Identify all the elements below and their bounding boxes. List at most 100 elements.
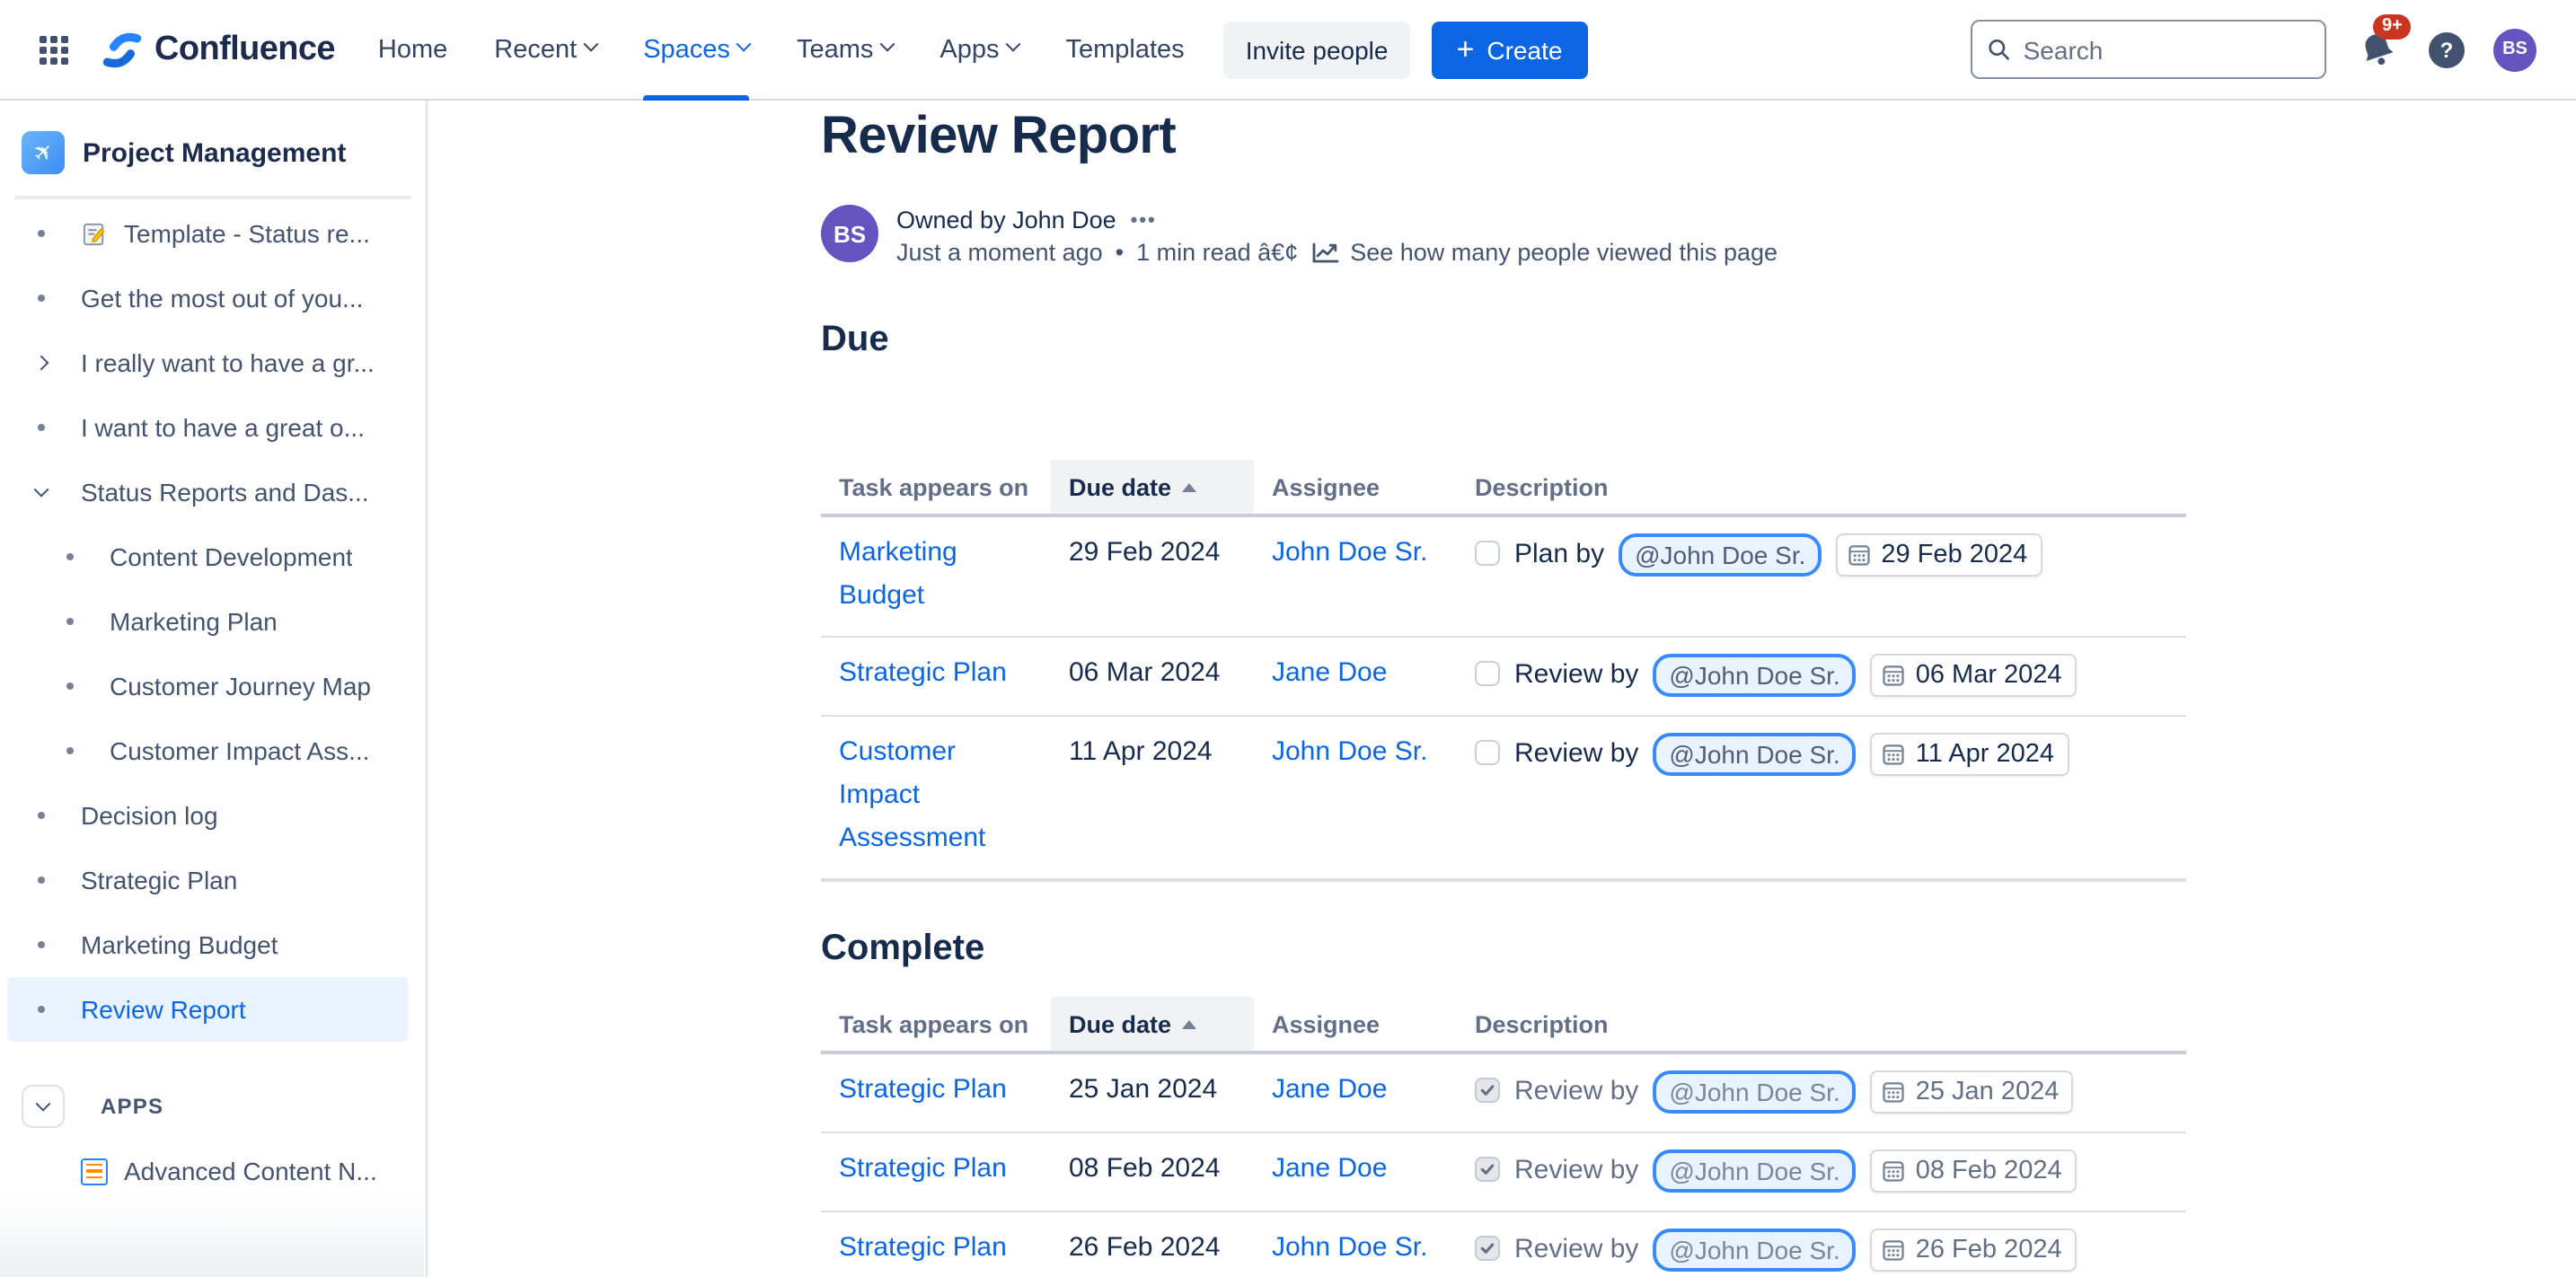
app-switcher-icon[interactable] [40,35,68,64]
table-header-row: Task appears on Due date Assignee Descri… [821,460,2186,517]
invite-people-button[interactable]: Invite people [1223,21,1410,78]
column-header-task[interactable]: Task appears on [839,1011,1029,1038]
help-button[interactable]: ? [2429,31,2465,67]
space-header[interactable]: ✈ Project Management [0,131,426,174]
mention-pill[interactable]: @John Doe Sr. [1653,1070,1857,1114]
date-lozenge[interactable]: 08 Feb 2024 [1870,1149,2077,1193]
mention-pill[interactable]: @John Doe Sr. [1653,654,1857,697]
sidebar-item-marketing-budget[interactable]: Marketing Budget [0,912,426,977]
description-cell: Review by @John Doe Sr. 25 Jan 2024 [1457,1054,2186,1132]
sidebar-item-decision-log[interactable]: Decision log [0,783,426,848]
mention-pill[interactable]: @John Doe Sr. [1653,1149,1857,1193]
column-header-description[interactable]: Description [1475,474,1609,501]
task-description-text: Review by [1514,1155,1639,1185]
sidebar-item-template-status-report[interactable]: Template - Status re... [0,201,426,266]
task-page-link[interactable]: Strategic Plan [839,657,1007,688]
sidebar-item-review-report[interactable]: Review Report [7,977,408,1042]
last-updated-text: Just a moment ago [896,239,1103,266]
bullet-marker [29,295,54,302]
nav-home[interactable]: Home [377,35,448,64]
nav-recent[interactable]: Recent [494,0,599,100]
sidebar-item-i-really-want[interactable]: I really want to have a gr... [0,330,426,395]
search-box[interactable] [1971,20,2326,79]
task-checkbox-checked[interactable] [1475,1078,1500,1103]
sidebar-item-i-want-to-have[interactable]: I want to have a great o... [0,395,426,460]
due-date-cell: 26 Feb 2024 [1069,1232,1221,1263]
task-page-link[interactable]: Customer Impact Assessment [839,736,986,853]
assignee-link[interactable]: John Doe Sr. [1272,736,1428,767]
nav-teams[interactable]: Teams [797,0,895,100]
calendar-icon [1883,744,1905,765]
task-page-link[interactable]: Strategic Plan [839,1074,1007,1105]
assignee-link[interactable]: Jane Doe [1272,1074,1388,1105]
due-date-cell: 25 Jan 2024 [1069,1074,1218,1105]
task-checkbox-checked[interactable] [1475,1157,1500,1182]
column-header-due-date[interactable]: Due date [1051,460,1254,514]
due-date-cell: 11 Apr 2024 [1069,736,1213,767]
sidebar-item-status-reports[interactable]: Status Reports and Das... [0,460,426,524]
sidebar-item-advanced-content[interactable]: Advanced Content N... [0,1139,426,1203]
description-cell: Review by @John Doe Sr. 08 Feb 2024 [1457,1133,2186,1211]
calendar-icon [1883,1082,1905,1103]
confluence-logo[interactable]: Confluence [101,30,336,69]
airplane-icon: ✈ [22,131,65,174]
date-lozenge[interactable]: 26 Feb 2024 [1870,1229,2077,1272]
memo-icon [81,222,106,245]
task-checkbox[interactable] [1475,740,1500,765]
nav-templates[interactable]: Templates [1065,35,1185,64]
calendar-icon [1883,1240,1905,1261]
nav-spaces[interactable]: Spaces [643,0,753,100]
task-checkbox[interactable] [1475,661,1500,686]
assignee-link[interactable]: Jane Doe [1272,1153,1388,1184]
column-header-assignee[interactable]: Assignee [1272,1011,1381,1038]
assignee-link[interactable]: John Doe Sr. [1272,1232,1428,1263]
bullet-marker [57,747,83,754]
column-header-assignee[interactable]: Assignee [1272,474,1381,501]
sidebar-item-get-the-most[interactable]: Get the most out of you... [0,266,426,330]
sidebar-item-customer-journey-map[interactable]: Customer Journey Map [0,654,426,718]
create-button[interactable]: + Create [1431,21,1588,78]
more-options-icon[interactable]: ••• [1130,209,1157,231]
date-lozenge[interactable]: 29 Feb 2024 [1836,533,2042,577]
page-body: ✈ Project Management Template - Status r… [0,101,2576,1277]
date-lozenge[interactable]: 06 Mar 2024 [1870,654,2077,697]
task-page-link[interactable]: Strategic Plan [839,1232,1007,1263]
column-header-task[interactable]: Task appears on [839,474,1029,501]
mention-pill[interactable]: @John Doe Sr. [1653,1229,1857,1272]
sidebar-item-customer-impact[interactable]: Customer Impact Ass... [0,718,426,783]
chevron-down-icon [35,1096,51,1112]
table-row: Marketing Budget 29 Feb 2024 John Doe Sr… [821,517,2186,638]
views-chart-icon [1311,242,1338,263]
notifications-button[interactable]: 9+ [2359,14,2412,68]
chevron-down-icon[interactable] [29,481,54,498]
mention-pill[interactable]: @John Doe Sr. [1619,533,1822,577]
column-header-description[interactable]: Description [1475,1011,1609,1038]
task-checkbox-checked[interactable] [1475,1236,1500,1261]
chevron-right-icon[interactable] [29,355,54,371]
search-input[interactable] [2023,35,2310,64]
task-checkbox[interactable] [1475,541,1500,566]
task-page-link[interactable]: Marketing Budget [839,537,957,611]
mention-pill[interactable]: @John Doe Sr. [1653,733,1857,776]
sidebar-item-strategic-plan[interactable]: Strategic Plan [0,848,426,912]
description-cell: Review by @John Doe Sr. 26 Feb 2024 [1457,1212,2186,1277]
task-description-text: Review by [1514,1234,1639,1264]
table-row: Strategic Plan 25 Jan 2024 Jane Doe Revi… [821,1054,2186,1133]
owned-by-text[interactable]: Owned by John Doe [896,207,1116,233]
owner-avatar[interactable]: BS [821,205,878,262]
task-page-link[interactable]: Strategic Plan [839,1153,1007,1184]
column-header-due-date[interactable]: Due date [1051,997,1254,1051]
nav-apps[interactable]: Apps [940,0,1021,100]
sidebar-divider [14,196,411,199]
date-lozenge[interactable]: 25 Jan 2024 [1870,1070,2074,1114]
assignee-link[interactable]: Jane Doe [1272,657,1388,688]
page-views-link[interactable]: See how many people viewed this page [1310,239,1778,266]
assignee-link[interactable]: John Doe Sr. [1272,537,1428,568]
date-lozenge[interactable]: 11 Apr 2024 [1870,733,2069,776]
sidebar-item-marketing-plan[interactable]: Marketing Plan [0,589,426,654]
sidebar-item-content-development[interactable]: Content Development [0,524,426,589]
apps-collapse-toggle[interactable] [22,1085,65,1128]
user-avatar[interactable]: BS [2493,28,2536,71]
check-icon [1480,1164,1495,1175]
task-description-text: Review by [1514,738,1639,769]
